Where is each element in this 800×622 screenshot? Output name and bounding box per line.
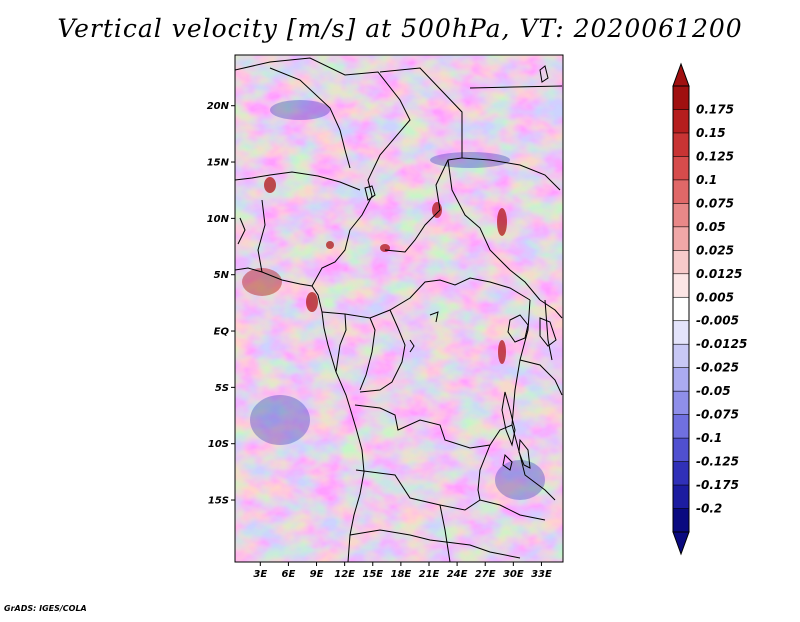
lat-tick-label: 10S	[208, 439, 229, 450]
colorbar-swatch	[673, 485, 689, 509]
lon-tick-label: 18E	[390, 569, 411, 580]
lat-tick-label: 5S	[215, 383, 229, 394]
colorbar-label: -0.025	[696, 361, 739, 375]
colorbar-label: 0.0125	[696, 267, 742, 281]
colorbar-label: 0.005	[696, 290, 734, 304]
colorbar-swatch	[673, 438, 689, 462]
colorbar-label: 0.075	[696, 196, 734, 210]
lat-tick-label: 15N	[207, 158, 230, 169]
colorbar: 0.175 0.15 0.125 0.1 0.075 0.05 0.025 0.0125 0.0…	[672, 62, 747, 556]
colorbar-label: -0.005	[696, 314, 739, 328]
colorbar-swatch	[673, 367, 689, 392]
colorbar-label: 0.175	[696, 102, 734, 116]
footer-credit: GrADS: IGES/COLA	[4, 604, 87, 613]
colorbar-outline	[672, 85, 690, 533]
lon-tick-label: 9E	[310, 569, 324, 580]
lon-tick-label: 15E	[362, 569, 383, 580]
colorbar-swatch	[673, 156, 689, 181]
colorbar-label: 0.05	[696, 220, 726, 234]
lon-tick-label: 6E	[282, 569, 296, 580]
page-title: Vertical velocity [m/s] at 500hPa, VT: 2…	[57, 14, 743, 43]
colorbar-swatch	[673, 226, 689, 251]
lon-tick-label: 12E	[334, 569, 355, 580]
lon-tick-label: 3E	[253, 569, 267, 580]
colorbar-swatch	[673, 86, 689, 110]
colorbar-swatch	[673, 297, 689, 322]
colorbar-label: -0.2	[696, 502, 722, 516]
colorbar-swatch	[673, 461, 689, 486]
lon-tick-label: 30E	[503, 569, 524, 580]
colorbar-label: -0.05	[696, 384, 731, 398]
colorbar-label: 0.15	[696, 126, 726, 140]
colorbar-swatch	[673, 250, 689, 275]
colorbar-swatch	[673, 273, 689, 298]
colorbar-swatch	[673, 132, 689, 157]
colorbar-label: -0.175	[696, 478, 739, 492]
colorbar-swatch	[673, 391, 689, 415]
lat-tick-label: 15S	[208, 496, 229, 507]
country-borders	[235, 57, 563, 562]
longitude-axis: 3E 6E 9E 12E 15E 18E 21E 24E 27E 30E 33E	[253, 562, 552, 580]
colorbar-swatch	[673, 508, 689, 533]
lat-tick-label: EQ	[214, 327, 230, 338]
vertical-velocity-field	[235, 55, 563, 562]
colorbar-label: 0.1	[696, 173, 717, 187]
lon-tick-label: 27E	[475, 569, 496, 580]
colorbar-swatch	[673, 320, 689, 345]
colorbar-label: -0.0125	[696, 337, 747, 351]
lon-tick-label: 33E	[531, 569, 552, 580]
colorbar-label: -0.075	[696, 408, 739, 422]
lon-tick-label: 21E	[419, 569, 440, 580]
colorbar-bottom-arrow	[672, 531, 690, 556]
colorbar-top-arrow	[672, 62, 690, 87]
lat-tick-label: 5N	[214, 270, 230, 281]
colorbar-swatch	[673, 414, 689, 439]
colorbar-swatch	[673, 203, 689, 228]
colorbar-label: -0.125	[696, 455, 739, 469]
latitude-axis: 20N 15N 10N 5N EQ 5S 10S 15S	[207, 101, 235, 507]
lon-tick-label: 24E	[447, 569, 468, 580]
lat-tick-label: 20N	[207, 101, 230, 112]
lat-tick-label: 10N	[207, 214, 230, 225]
colorbar-swatch	[673, 109, 689, 134]
colorbar-label: 0.125	[696, 149, 734, 163]
colorbar-label: 0.025	[696, 243, 734, 257]
colorbar-swatch	[673, 179, 689, 204]
map-frame	[234, 54, 564, 563]
colorbar-swatch	[673, 344, 689, 368]
colorbar-label: -0.1	[696, 431, 722, 445]
